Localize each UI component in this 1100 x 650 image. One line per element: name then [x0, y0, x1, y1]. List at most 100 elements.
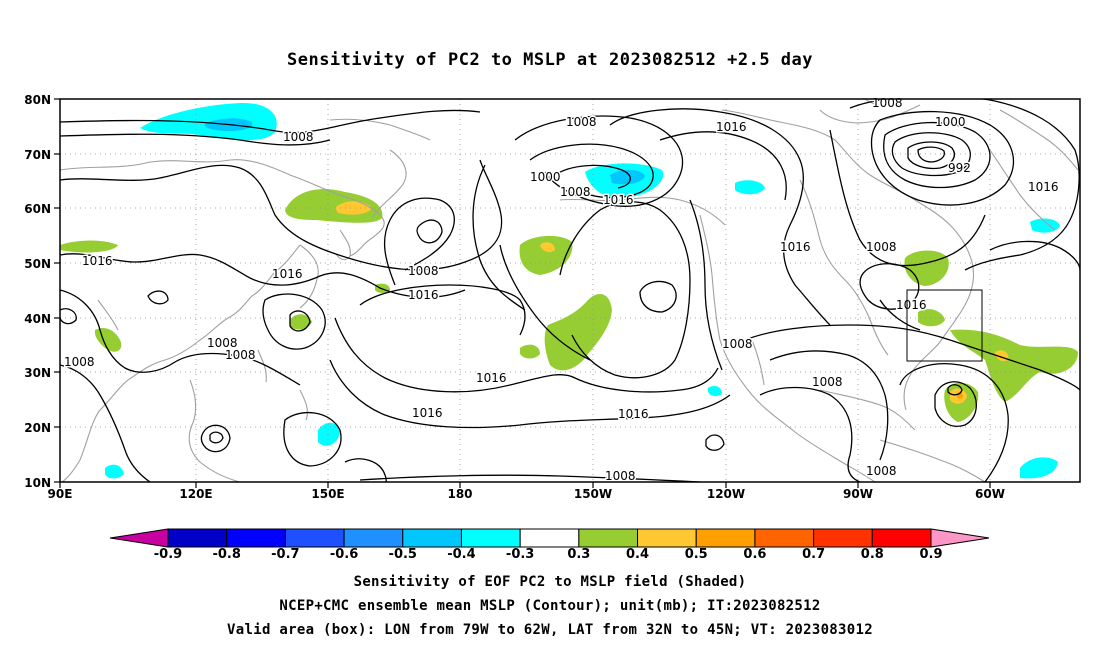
contour-label: 1008 — [872, 96, 903, 110]
contour-label: 1008 — [560, 185, 591, 199]
shade-negative — [318, 422, 340, 446]
colorbar-cell — [284, 528, 345, 548]
caption-line-3: Valid area (box): LON from 79W to 62W, L… — [227, 622, 873, 638]
contour-label: 1016 — [408, 288, 439, 302]
contour-label: 1008 — [207, 336, 238, 350]
lon-label: 90W — [843, 487, 873, 501]
shade-positive — [520, 344, 540, 359]
colorbar: -0.9 -0.8 -0.7 -0.6 -0.5 -0.4 -0.3 0.3 0.4 0.5 0.6… — [109, 528, 990, 562]
shaded-sensitivity — [60, 102, 1078, 479]
contour-label: 1008 — [722, 337, 753, 351]
lat-label: 30N — [24, 366, 51, 380]
contour-label: 1000 — [935, 115, 966, 129]
colorbar-cell — [343, 528, 404, 548]
colorbar-cell — [754, 528, 815, 548]
lon-label: 150E — [311, 487, 344, 501]
contour-label: 1008 — [866, 464, 897, 478]
contour-label: 1008 — [408, 264, 439, 278]
shade-negative — [610, 169, 645, 185]
shade-positive — [540, 242, 555, 253]
caption-line-2: NCEP+CMC ensemble mean MSLP (Contour); u… — [279, 598, 821, 614]
shade-positive — [519, 235, 573, 275]
lat-label: 10N — [24, 476, 51, 490]
contour-label: 1016 — [476, 371, 507, 385]
lon-label: 120W — [707, 487, 745, 501]
shade-positive — [60, 240, 118, 253]
lat-label: 70N — [24, 148, 51, 162]
colorbar-cell — [402, 528, 462, 548]
shade-negative — [105, 464, 124, 479]
lon-label: 120E — [179, 487, 212, 501]
shade-negative — [140, 102, 277, 141]
mslp-contours — [60, 99, 1080, 482]
contour-label: 1016 — [412, 406, 443, 420]
colorbar-label: -0.3 — [506, 547, 534, 562]
contour-label: 1016 — [603, 193, 634, 207]
coastlines — [60, 99, 1079, 482]
lat-label: 40N — [24, 312, 51, 326]
lat-label: 80N — [24, 93, 51, 107]
contour-label: 1008 — [64, 355, 95, 369]
colorbar-cell — [460, 528, 521, 548]
contour-label: 1008 — [283, 130, 314, 144]
contour-label: 1008 — [566, 115, 597, 129]
contour-label: 1016 — [896, 298, 927, 312]
lon-label: 150W — [574, 487, 612, 501]
colorbar-label: -0.5 — [389, 547, 417, 562]
contour-label: 1008 — [866, 240, 897, 254]
lat-label: 60N — [24, 202, 51, 216]
contour-label: 1000 — [530, 170, 561, 184]
colorbar-left-arrow — [109, 528, 169, 548]
shade-positive — [335, 201, 372, 215]
colorbar-right-arrow — [930, 528, 990, 548]
plot-frame — [59, 98, 1081, 483]
lon-label: 90E — [48, 487, 73, 501]
colorbar-label: -0.6 — [330, 547, 358, 562]
colorbar-cell — [695, 528, 756, 548]
shade-positive — [904, 250, 949, 286]
map-title: Sensitivity of PC2 to MSLP at 2023082512… — [286, 50, 813, 70]
contour-label: 1016 — [618, 407, 649, 421]
shade-positive — [94, 328, 122, 352]
shade-negative — [1030, 218, 1060, 233]
colorbar-label: 0.8 — [861, 547, 884, 562]
colorbar-label: 0.3 — [567, 547, 590, 562]
shade-negative — [735, 180, 765, 195]
shade-negative — [1020, 457, 1058, 479]
colorbar-label: 0.7 — [802, 547, 825, 562]
contour-label: 1008 — [605, 469, 636, 483]
colorbar-cell — [637, 528, 697, 548]
colorbar-label: 0.9 — [919, 547, 942, 562]
shade-positive — [285, 189, 383, 223]
contour-label: 1008 — [812, 375, 843, 389]
lat-label: 20N — [24, 421, 51, 435]
contour-label: 1016 — [82, 254, 113, 268]
colorbar-cell — [813, 528, 873, 548]
lon-label: 60W — [975, 487, 1005, 501]
colorbar-label: 0.4 — [626, 547, 649, 562]
colorbar-cell — [519, 528, 580, 548]
shade-positive — [918, 309, 945, 327]
colorbar-cell — [578, 528, 639, 548]
colorbar-label: -0.9 — [154, 547, 182, 562]
colorbar-label: -0.8 — [212, 547, 240, 562]
colorbar-cell — [871, 528, 932, 548]
valid-area-box — [906, 289, 983, 362]
latitude-labels: 80N 70N 60N 50N 40N 30N 20N 10N — [24, 93, 51, 490]
contour-label: 1016 — [272, 267, 303, 281]
colorbar-label: -0.4 — [447, 547, 475, 562]
longitude-labels: 90E 120E 150E 180 150W 120W 90W 60W — [48, 487, 1005, 501]
shade-negative — [708, 386, 722, 397]
lat-label: 50N — [24, 257, 51, 271]
axis-ticks — [54, 98, 991, 488]
shade-positive — [544, 294, 612, 371]
contour-label: 992 — [948, 161, 971, 175]
caption-line-1: Sensitivity of EOF PC2 to MSLP field (Sh… — [353, 574, 747, 590]
colorbar-label: -0.7 — [271, 547, 299, 562]
contour-labels: 1008 1016 1008 1000 992 1008 1016 1000 1… — [63, 95, 1061, 485]
contour-label: 1016 — [716, 120, 747, 134]
contour-label: 1016 — [1028, 180, 1059, 194]
contour-label: 1016 — [780, 240, 811, 254]
contour-label: 1008 — [225, 348, 256, 362]
